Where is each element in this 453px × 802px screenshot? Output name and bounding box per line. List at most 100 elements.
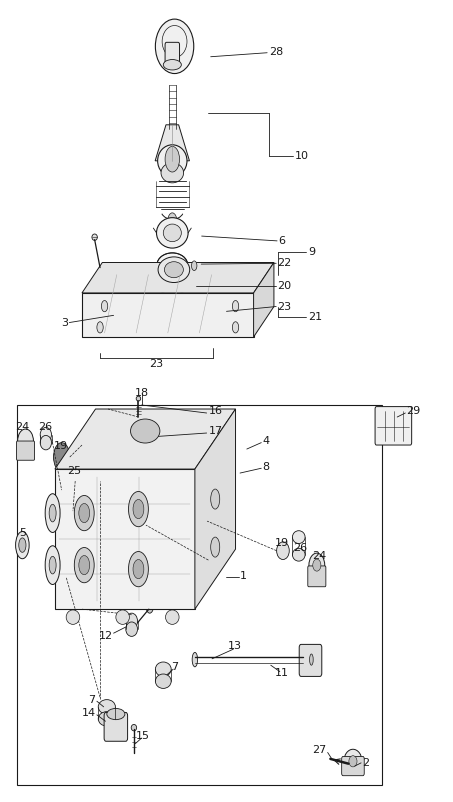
Text: 9: 9 <box>308 247 315 257</box>
Text: 14: 14 <box>82 708 96 719</box>
Ellipse shape <box>158 278 187 294</box>
Ellipse shape <box>184 551 188 569</box>
Ellipse shape <box>344 749 362 773</box>
Circle shape <box>79 556 90 575</box>
Circle shape <box>192 261 197 270</box>
Circle shape <box>74 548 94 583</box>
Ellipse shape <box>161 163 183 183</box>
Text: 7: 7 <box>171 662 178 672</box>
Text: 12: 12 <box>99 630 113 641</box>
Ellipse shape <box>40 427 52 442</box>
Ellipse shape <box>18 429 34 453</box>
Ellipse shape <box>163 224 181 241</box>
Circle shape <box>232 301 239 312</box>
Ellipse shape <box>49 557 56 574</box>
FancyBboxPatch shape <box>104 712 128 741</box>
Ellipse shape <box>19 538 26 553</box>
Ellipse shape <box>211 489 220 509</box>
Ellipse shape <box>211 537 220 557</box>
Text: 23: 23 <box>278 302 292 311</box>
Circle shape <box>128 444 135 457</box>
Ellipse shape <box>192 652 198 666</box>
Circle shape <box>133 500 144 519</box>
Ellipse shape <box>156 217 188 248</box>
Circle shape <box>53 443 70 472</box>
Text: 27: 27 <box>313 745 327 755</box>
Bar <box>16 405 382 785</box>
Polygon shape <box>195 409 236 610</box>
Ellipse shape <box>158 257 190 282</box>
Text: 29: 29 <box>406 406 420 415</box>
Circle shape <box>129 552 149 587</box>
Text: 3: 3 <box>62 318 68 327</box>
Ellipse shape <box>116 610 130 625</box>
Text: 28: 28 <box>270 47 284 57</box>
Text: 26: 26 <box>38 422 52 431</box>
FancyBboxPatch shape <box>165 43 179 67</box>
Text: 24: 24 <box>15 422 29 431</box>
Ellipse shape <box>163 59 181 70</box>
Text: 26: 26 <box>294 543 308 553</box>
Ellipse shape <box>136 396 141 401</box>
Ellipse shape <box>163 257 181 272</box>
Ellipse shape <box>130 419 160 443</box>
Polygon shape <box>55 409 236 469</box>
Ellipse shape <box>165 282 179 290</box>
Ellipse shape <box>45 545 60 585</box>
Ellipse shape <box>49 504 56 522</box>
Ellipse shape <box>165 610 179 625</box>
Ellipse shape <box>155 674 171 688</box>
Text: 25: 25 <box>67 467 81 476</box>
Text: 4: 4 <box>263 436 270 446</box>
FancyBboxPatch shape <box>16 441 34 460</box>
Ellipse shape <box>164 261 183 277</box>
Circle shape <box>74 496 94 531</box>
FancyBboxPatch shape <box>342 756 364 776</box>
Ellipse shape <box>313 559 321 571</box>
Ellipse shape <box>107 708 125 719</box>
Text: 13: 13 <box>227 641 241 651</box>
Ellipse shape <box>126 622 138 636</box>
Ellipse shape <box>309 654 313 665</box>
Polygon shape <box>254 262 274 337</box>
Circle shape <box>79 504 90 523</box>
FancyBboxPatch shape <box>375 407 412 445</box>
Circle shape <box>232 322 239 333</box>
Ellipse shape <box>71 460 80 470</box>
Text: 7: 7 <box>88 695 96 705</box>
Text: 15: 15 <box>136 731 150 741</box>
Circle shape <box>146 601 153 614</box>
Ellipse shape <box>126 614 138 630</box>
Text: 17: 17 <box>208 427 222 436</box>
Text: 16: 16 <box>208 407 222 416</box>
Ellipse shape <box>98 711 116 726</box>
Ellipse shape <box>293 531 305 544</box>
Ellipse shape <box>40 435 52 450</box>
FancyBboxPatch shape <box>308 566 326 587</box>
Circle shape <box>129 492 149 527</box>
Circle shape <box>97 322 103 333</box>
Text: 11: 11 <box>275 668 289 678</box>
Ellipse shape <box>92 234 97 241</box>
Text: 24: 24 <box>312 550 327 561</box>
Ellipse shape <box>15 532 29 559</box>
Ellipse shape <box>349 755 357 767</box>
Ellipse shape <box>277 542 289 560</box>
FancyBboxPatch shape <box>299 644 322 676</box>
Ellipse shape <box>155 662 171 676</box>
Text: 19: 19 <box>275 537 289 548</box>
Circle shape <box>101 301 108 312</box>
Text: 19: 19 <box>54 441 68 451</box>
Text: 23: 23 <box>149 359 164 369</box>
Polygon shape <box>155 125 189 161</box>
Circle shape <box>136 432 144 445</box>
Ellipse shape <box>66 610 80 625</box>
Ellipse shape <box>45 494 60 533</box>
Text: 8: 8 <box>263 462 270 472</box>
Text: 22: 22 <box>278 258 292 269</box>
Text: 18: 18 <box>135 388 149 398</box>
Polygon shape <box>82 262 274 293</box>
Circle shape <box>165 147 179 172</box>
Ellipse shape <box>155 19 194 74</box>
Text: 1: 1 <box>240 570 247 581</box>
